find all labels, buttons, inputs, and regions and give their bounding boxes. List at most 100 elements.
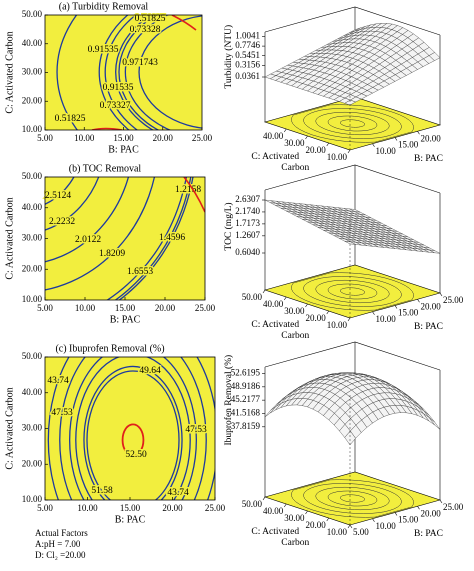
x-axis-label: B: PAC xyxy=(115,514,146,525)
x-tick-label: 15.00 xyxy=(398,140,419,150)
z-axis-label: TOC (mg/L) xyxy=(223,202,234,250)
x-tick-label: 20.00 xyxy=(153,133,174,143)
y-tick-label: 40.00 xyxy=(263,131,284,141)
z-tick-label: 0.5451 xyxy=(235,50,260,60)
z-axis-label: Turbidity (NTU) xyxy=(223,25,234,89)
x-tick-label: 15.00 xyxy=(398,515,419,525)
contour-label: 0.91535 xyxy=(88,45,119,55)
y-axis-label: C: Activated Carbon xyxy=(4,31,15,113)
y-tick-label: 50.00 xyxy=(22,171,43,181)
x-tick-label: 15.00 xyxy=(398,308,419,318)
y-axis-label: Carbon xyxy=(281,538,309,548)
floor-contour xyxy=(315,111,390,136)
annotation: Actual Factors xyxy=(35,528,88,538)
floor-contour xyxy=(291,104,414,143)
surface-mesh xyxy=(264,372,441,446)
y-tick xyxy=(262,289,266,294)
x-tick-label: 15.00 xyxy=(113,133,134,143)
contour-line xyxy=(115,15,154,130)
y-tick-label: 10.00 xyxy=(327,320,348,330)
x-tick xyxy=(372,143,375,147)
floor-contour xyxy=(327,115,378,132)
y-tick xyxy=(326,310,329,315)
x-tick-label: 20.00 xyxy=(421,133,442,143)
contour-line xyxy=(59,357,207,500)
boundary-line xyxy=(91,15,197,130)
x-tick-label: 25.00 xyxy=(443,502,464,512)
surface-mesh xyxy=(264,23,441,106)
y-tick xyxy=(305,135,308,140)
y-tick-label: 40.00 xyxy=(263,299,284,309)
y-tick-label: 10.00 xyxy=(22,494,43,504)
contour-line xyxy=(124,15,172,130)
y-tick-label: 30.00 xyxy=(22,423,43,433)
contour-label: 43.74 xyxy=(167,488,189,498)
x-tick xyxy=(417,506,420,510)
chart-title: (b) TOC Removal xyxy=(69,163,142,174)
x-tick xyxy=(349,524,353,529)
x-tick-label: 20.00 xyxy=(421,301,442,311)
x-tick-label: 5.00 xyxy=(37,133,53,143)
contour-line xyxy=(69,357,197,500)
floor-contour xyxy=(340,287,365,296)
contour-label: 2.2232 xyxy=(49,217,75,227)
y-axis-label: C: Activated Carbon xyxy=(4,197,15,279)
x-tick xyxy=(394,512,398,516)
x-tick-label: 10.00 xyxy=(376,521,397,531)
box-edge xyxy=(264,341,441,371)
x-axis-label: B: PAC xyxy=(414,322,443,332)
floor-contours xyxy=(291,272,414,311)
x-tick xyxy=(394,305,398,309)
x-tick-label: 5.00 xyxy=(353,527,369,537)
x-axis-label: B: PAC xyxy=(414,154,443,164)
plot-area xyxy=(45,357,215,500)
plot-area xyxy=(45,15,202,130)
surface-cell xyxy=(344,241,356,245)
surface-cell xyxy=(344,99,357,106)
contour-label: 1.4596 xyxy=(159,233,185,243)
x-tick-label: 10.00 xyxy=(376,146,397,156)
x-tick xyxy=(372,518,375,522)
contour-line xyxy=(118,15,160,130)
contour-label: 47.53 xyxy=(185,425,207,435)
contour-label: 2.0122 xyxy=(75,235,101,245)
y-tick-label: 50.00 xyxy=(242,292,263,302)
x-tick xyxy=(417,131,420,135)
boundary-line xyxy=(183,177,205,213)
y-tick-label: 50.00 xyxy=(22,9,43,19)
x-tick-label: 10.00 xyxy=(376,314,397,324)
y-tick xyxy=(284,296,287,301)
x-tick-label: 10.00 xyxy=(74,133,95,143)
contour-line xyxy=(98,15,130,130)
x-tick-label: 5.00 xyxy=(37,503,53,513)
contours xyxy=(47,357,215,500)
contour-label: 0.51825 xyxy=(55,114,86,124)
y-axis-label: C: Activated xyxy=(251,527,299,537)
y-tick xyxy=(326,142,329,147)
contour-label: 47.53 xyxy=(51,408,73,418)
y-tick-label: 30.00 xyxy=(22,67,43,77)
contour-labels: 0.518250.733280.915350.9717430.915350.73… xyxy=(53,13,167,126)
contour-label: 1.6553 xyxy=(127,267,153,277)
z-tick-label: 41.5168 xyxy=(231,408,261,418)
y-tick-label: 30.00 xyxy=(284,513,305,523)
contour-label: 0.971743 xyxy=(122,58,158,68)
floor-contour xyxy=(340,119,365,128)
x-tick xyxy=(439,292,443,297)
y-tick-label: 50.00 xyxy=(22,351,43,361)
y-tick-label: 20.00 xyxy=(22,95,43,105)
contour-line xyxy=(138,15,202,129)
y-tick xyxy=(347,149,351,154)
floor-contours xyxy=(291,479,414,518)
z-tick-label: 1.0041 xyxy=(235,31,260,41)
x-tick xyxy=(417,299,420,303)
z-tick-label: 1.7173 xyxy=(235,218,260,228)
x-axis-label: B: PAC xyxy=(414,529,443,539)
x-tick-label: 15.00 xyxy=(115,303,136,313)
z-tick-label: 37.8159 xyxy=(231,421,261,431)
y-tick-label: 50.00 xyxy=(242,499,263,509)
floor-contour xyxy=(327,283,378,300)
x-tick-label: 20.00 xyxy=(421,508,442,518)
x-tick-label: 25.00 xyxy=(443,295,464,305)
